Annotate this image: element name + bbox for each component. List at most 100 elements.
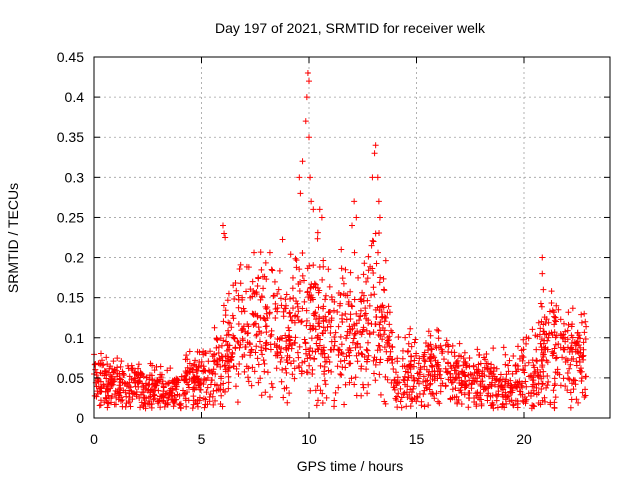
data-point — [389, 329, 396, 336]
data-point — [338, 372, 345, 379]
data-point — [501, 384, 508, 391]
data-point — [342, 364, 349, 371]
data-point — [319, 330, 326, 337]
data-point — [96, 402, 103, 409]
data-point — [444, 369, 451, 376]
data-point — [390, 384, 397, 391]
data-point — [448, 365, 455, 372]
data-point — [428, 345, 435, 352]
data-point — [404, 369, 411, 376]
data-point — [349, 303, 356, 310]
data-point — [537, 300, 544, 307]
data-point — [206, 394, 213, 401]
data-point — [299, 158, 306, 165]
data-point — [138, 399, 145, 406]
data-point — [190, 397, 197, 404]
data-point — [337, 370, 344, 377]
data-point — [113, 394, 120, 401]
data-point — [307, 174, 314, 181]
data-point — [217, 363, 224, 370]
data-point — [407, 361, 414, 368]
data-point — [379, 302, 386, 309]
data-point — [580, 339, 587, 346]
data-point — [363, 358, 370, 365]
data-point — [122, 380, 129, 387]
data-point — [451, 349, 458, 356]
data-point — [495, 378, 502, 385]
data-point — [260, 285, 267, 292]
data-point — [579, 353, 586, 360]
data-point — [520, 354, 527, 361]
data-point — [578, 311, 585, 318]
data-point — [389, 344, 396, 351]
data-point — [552, 334, 559, 341]
data-point — [278, 378, 285, 385]
data-point — [461, 391, 468, 398]
data-point — [376, 229, 383, 236]
data-point — [315, 304, 322, 311]
data-point — [207, 348, 214, 355]
data-point — [266, 249, 273, 256]
data-point — [346, 330, 353, 337]
data-point — [286, 310, 293, 317]
data-point — [330, 346, 337, 353]
data-point — [259, 273, 266, 280]
x-tick-label: 20 — [516, 431, 532, 447]
data-point — [442, 383, 449, 390]
data-point — [502, 389, 509, 396]
data-point — [376, 321, 383, 328]
data-point — [162, 400, 169, 407]
data-point — [295, 317, 302, 324]
data-point — [376, 343, 383, 350]
data-point — [255, 324, 262, 331]
data-point — [159, 397, 166, 404]
data-point — [412, 336, 419, 343]
data-point — [540, 328, 547, 335]
data-point — [363, 346, 370, 353]
data-point — [145, 394, 152, 401]
data-point — [268, 380, 275, 387]
data-point — [501, 404, 508, 411]
data-point — [470, 363, 477, 370]
data-point — [228, 324, 235, 331]
data-point — [415, 360, 422, 367]
data-point — [357, 313, 364, 320]
data-point — [316, 264, 323, 271]
data-point — [461, 349, 468, 356]
data-point — [365, 317, 372, 324]
data-point — [519, 357, 526, 364]
data-point — [101, 399, 108, 406]
data-point — [287, 251, 294, 258]
data-point — [532, 332, 539, 339]
data-point — [351, 198, 358, 205]
data-point — [345, 346, 352, 353]
data-point — [425, 328, 432, 335]
data-point — [315, 332, 322, 339]
data-point — [509, 385, 516, 392]
data-point — [566, 376, 573, 383]
data-point — [249, 278, 256, 285]
data-point — [136, 377, 143, 384]
data-point — [349, 325, 356, 332]
data-point — [551, 321, 558, 328]
data-point — [370, 329, 377, 336]
data-point — [437, 388, 444, 395]
data-point — [435, 398, 442, 405]
data-point — [425, 371, 432, 378]
data-point — [560, 375, 567, 382]
data-point — [299, 249, 306, 256]
data-point — [429, 376, 436, 383]
data-point — [210, 387, 217, 394]
data-point — [553, 354, 560, 361]
data-point — [104, 361, 111, 368]
data-point — [376, 279, 383, 286]
data-point — [529, 383, 536, 390]
data-point — [299, 272, 306, 279]
data-point — [233, 287, 240, 294]
data-point — [443, 337, 450, 344]
data-point — [315, 397, 322, 404]
data-point — [255, 361, 262, 368]
data-point — [360, 271, 367, 278]
data-point — [423, 366, 430, 373]
data-point — [357, 344, 364, 351]
